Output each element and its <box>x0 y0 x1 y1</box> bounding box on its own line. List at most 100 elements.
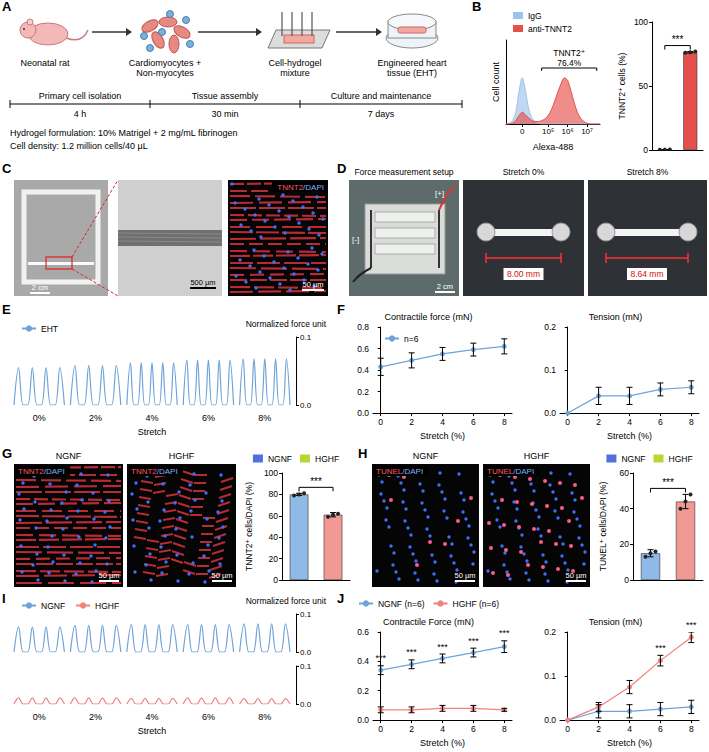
svg-text:[-]: [-] <box>352 235 359 244</box>
svg-text:0.1: 0.1 <box>544 365 556 375</box>
svg-text:0.8: 0.8 <box>357 322 369 332</box>
svg-text:Non-myocytes: Non-myocytes <box>136 68 194 78</box>
svg-text:50 µm: 50 µm <box>303 280 324 289</box>
svg-text:Stretch 8%: Stretch 8% <box>627 167 669 177</box>
svg-text:50: 50 <box>639 81 649 91</box>
svg-text:0.2: 0.2 <box>357 387 369 397</box>
svg-text:8.64 mm: 8.64 mm <box>630 269 663 279</box>
svg-text:Tension (mN): Tension (mN) <box>589 617 643 627</box>
svg-text:[+]: [+] <box>435 189 444 198</box>
svg-text:2: 2 <box>596 724 601 734</box>
svg-text:0: 0 <box>378 724 383 734</box>
svg-text:0.1: 0.1 <box>300 662 312 671</box>
svg-text:Cell count: Cell count <box>491 61 501 102</box>
svg-text:6%: 6% <box>202 712 215 722</box>
svg-text:60: 60 <box>620 468 630 478</box>
svg-text:***: *** <box>310 476 322 487</box>
svg-text:Stretch 0%: Stretch 0% <box>503 167 545 177</box>
svg-text:Stretch: Stretch <box>138 726 167 736</box>
svg-text:0.0: 0.0 <box>357 715 369 725</box>
svg-text:0.6: 0.6 <box>357 627 369 637</box>
svg-text:4 h: 4 h <box>74 109 87 119</box>
svg-text:8: 8 <box>502 724 507 734</box>
svg-text:6: 6 <box>471 724 476 734</box>
svg-text:10⁶: 10⁶ <box>561 127 573 136</box>
svg-text:n=6: n=6 <box>404 334 419 344</box>
svg-text:NGNF: NGNF <box>41 601 65 611</box>
svg-text:50 µm: 50 µm <box>455 571 476 580</box>
svg-text:HGHF: HGHF <box>95 601 119 611</box>
svg-text:0.2: 0.2 <box>544 322 556 332</box>
svg-text:TNNT2⁺ cells/DAPI (%): TNNT2⁺ cells/DAPI (%) <box>244 482 254 571</box>
svg-text:0: 0 <box>624 575 629 585</box>
svg-text:20: 20 <box>620 539 630 549</box>
svg-text:6: 6 <box>658 724 663 734</box>
svg-text:Stretch (%): Stretch (%) <box>420 738 465 748</box>
svg-text:0.0: 0.0 <box>357 408 369 418</box>
svg-text:Hydrogel formulation: 10% Matr: Hydrogel formulation: 10% Matrigel + 2 m… <box>10 128 238 138</box>
svg-text:0.1: 0.1 <box>544 671 556 681</box>
svg-text:***: *** <box>468 636 479 646</box>
svg-text:0.1: 0.1 <box>300 610 312 619</box>
svg-text:Alexa-488: Alexa-488 <box>533 142 574 152</box>
svg-text:2 cm: 2 cm <box>32 283 48 292</box>
svg-text:TNNT2/DAPI: TNNT2/DAPI <box>131 467 178 476</box>
svg-text:Stretch: Stretch <box>138 427 167 437</box>
svg-text:Stretch (%): Stretch (%) <box>607 738 652 748</box>
svg-text:0.0: 0.0 <box>300 700 312 709</box>
svg-text:Stretch (%): Stretch (%) <box>607 431 652 441</box>
svg-text:0.2: 0.2 <box>357 686 369 696</box>
svg-text:TUNEL/DAPI: TUNEL/DAPI <box>376 467 423 476</box>
svg-text:Contractile force (mN): Contractile force (mN) <box>384 312 472 322</box>
svg-text:***: *** <box>437 642 448 652</box>
svg-text:0.0: 0.0 <box>300 648 312 657</box>
svg-text:50 µm: 50 µm <box>99 571 120 580</box>
svg-text:Stretch (%): Stretch (%) <box>420 431 465 441</box>
svg-text:8: 8 <box>689 724 694 734</box>
svg-text:Contractile Force (mN): Contractile Force (mN) <box>383 617 474 627</box>
svg-text:40: 40 <box>620 504 630 514</box>
svg-text:***: *** <box>686 620 697 630</box>
svg-text:anti-TNNT2: anti-TNNT2 <box>528 24 572 34</box>
svg-text:8.00 mm: 8.00 mm <box>507 269 540 279</box>
svg-text:4: 4 <box>440 724 445 734</box>
svg-text:TNNT2/DAPI: TNNT2/DAPI <box>18 467 65 476</box>
svg-text:TNNT2/DAPI: TNNT2/DAPI <box>277 183 324 192</box>
svg-text:Engineered heart: Engineered heart <box>377 58 447 68</box>
svg-text:Force measurement setup: Force measurement setup <box>354 167 453 177</box>
svg-text:***: *** <box>406 647 417 657</box>
svg-text:0.4: 0.4 <box>357 365 369 375</box>
svg-text:***: *** <box>672 34 684 45</box>
svg-text:7 days: 7 days <box>368 109 395 119</box>
svg-text:TNNT2⁺: TNNT2⁺ <box>553 48 585 58</box>
svg-text:100: 100 <box>634 17 648 27</box>
svg-text:2: 2 <box>409 417 414 427</box>
svg-text:60: 60 <box>269 511 279 521</box>
svg-text:2%: 2% <box>89 712 102 722</box>
svg-text:HGHF: HGHF <box>524 451 550 461</box>
svg-text:IgG: IgG <box>528 11 542 21</box>
svg-text:8: 8 <box>502 417 507 427</box>
svg-text:4%: 4% <box>145 413 158 423</box>
svg-text:4: 4 <box>627 724 632 734</box>
svg-text:0: 0 <box>565 724 570 734</box>
svg-text:0%: 0% <box>33 712 46 722</box>
svg-text:Cardiomyocytes +: Cardiomyocytes + <box>129 58 201 68</box>
svg-text:50 µm: 50 µm <box>566 571 587 580</box>
svg-text:50 µm: 50 µm <box>212 571 233 580</box>
svg-text:0.4: 0.4 <box>357 656 369 666</box>
svg-text:***: *** <box>662 477 674 488</box>
svg-text:2 cm: 2 cm <box>437 282 453 291</box>
svg-text:0: 0 <box>565 417 570 427</box>
svg-text:TUNEL/DAPI: TUNEL/DAPI <box>487 467 534 476</box>
svg-text:8: 8 <box>689 417 694 427</box>
svg-text:4: 4 <box>627 417 632 427</box>
svg-text:8%: 8% <box>258 413 271 423</box>
svg-text:500 µm: 500 µm <box>190 278 215 287</box>
svg-text:4%: 4% <box>145 712 158 722</box>
svg-text:0.0: 0.0 <box>300 401 312 410</box>
svg-text:NGNF: NGNF <box>56 451 82 461</box>
svg-text:HGHF (n=6): HGHF (n=6) <box>453 599 500 609</box>
svg-text:EHT: EHT <box>41 324 58 334</box>
svg-text:0: 0 <box>378 417 383 427</box>
